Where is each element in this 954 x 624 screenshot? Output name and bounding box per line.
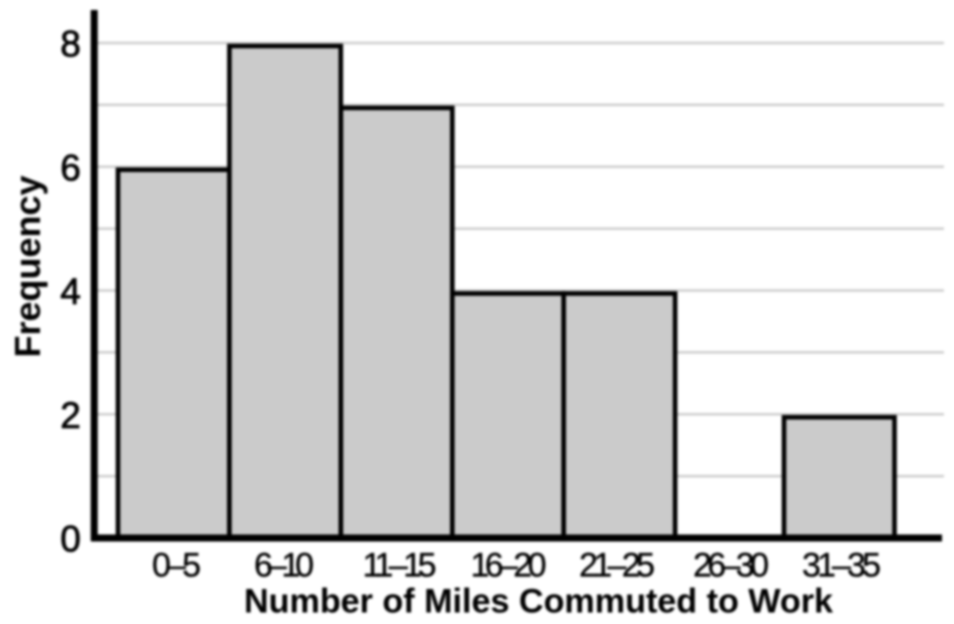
svg-text:0: 0 (60, 519, 81, 560)
svg-text:31–35: 31–35 (802, 547, 881, 585)
svg-text:16–20: 16–20 (471, 547, 547, 585)
svg-text:11–15: 11–15 (363, 547, 437, 585)
svg-text:2: 2 (60, 395, 81, 436)
svg-text:26–30: 26–30 (693, 547, 769, 585)
svg-text:Frequency: Frequency (7, 175, 48, 357)
svg-text:Number of Miles Commuted to Wo: Number of Miles Commuted to Work (244, 583, 834, 621)
svg-text:4: 4 (60, 271, 81, 312)
svg-text:0–5: 0–5 (152, 547, 201, 585)
svg-text:8: 8 (60, 24, 81, 65)
svg-text:6: 6 (60, 147, 81, 188)
svg-text:21–25: 21–25 (579, 547, 655, 585)
svg-text:6–10: 6–10 (254, 547, 314, 585)
